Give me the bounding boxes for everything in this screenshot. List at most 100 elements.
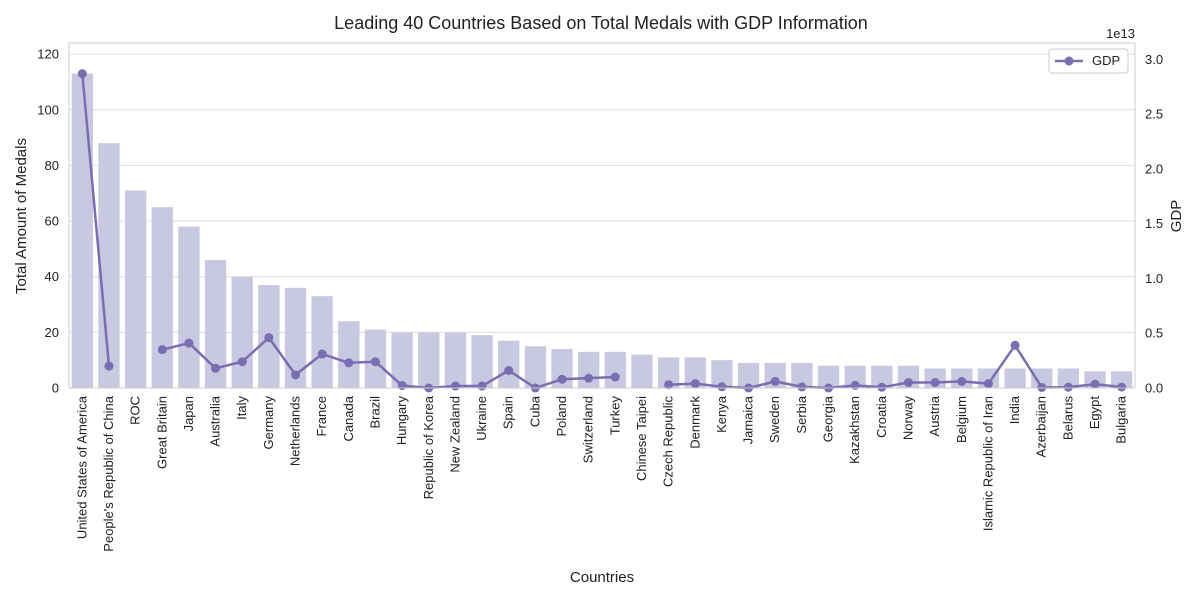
gdp-point <box>797 382 807 392</box>
legend-marker <box>1064 56 1074 66</box>
x-tick-label: Poland <box>554 396 569 436</box>
bar <box>311 296 333 388</box>
bar <box>817 365 840 388</box>
y-tick-label: 100 <box>37 102 59 117</box>
bar <box>524 346 547 388</box>
y2-tick-label: 2.0 <box>1145 161 1163 176</box>
legend: GDP <box>1048 48 1129 74</box>
x-tick-label: Czech Republic <box>661 396 676 488</box>
bar <box>284 287 307 388</box>
x-tick-label: Spain <box>501 396 516 429</box>
gdp-point <box>157 345 167 355</box>
bar <box>844 365 866 388</box>
bar <box>418 332 440 388</box>
gdp-point <box>610 372 620 382</box>
gdp-point <box>237 357 247 367</box>
gdp-point <box>370 357 380 367</box>
y2-tick-label: 1.5 <box>1145 216 1163 231</box>
bar <box>498 340 520 388</box>
x-tick-label: Hungary <box>394 396 409 446</box>
y-tick-label: 120 <box>37 47 59 62</box>
gdp-point <box>104 361 114 371</box>
gdp-point <box>317 349 327 359</box>
x-tick-label: New Zealand <box>447 396 462 473</box>
gdp-line-segment <box>668 344 1122 390</box>
bar <box>231 276 253 388</box>
gdp-point <box>477 381 487 391</box>
x-tick-label: Sweden <box>767 396 782 443</box>
x-tick-label: Denmark <box>687 396 702 449</box>
gdp-point <box>584 373 594 383</box>
gdp-line-segment <box>161 336 616 390</box>
gdp-point <box>184 338 194 348</box>
x-tick-label: Brazil <box>367 396 382 429</box>
y2-tick-label: 2.5 <box>1145 107 1163 122</box>
bar <box>471 335 493 388</box>
bar <box>1057 368 1080 388</box>
x-tick-label: Chinese Taipei <box>634 396 649 481</box>
gdp-point <box>1090 379 1100 389</box>
x-tick-label: Australia <box>208 395 223 446</box>
bar <box>1111 371 1133 388</box>
bar <box>1031 368 1053 388</box>
x-tick-label: Belarus <box>1060 396 1075 441</box>
bar <box>338 321 360 388</box>
x-tick-label: Canada <box>341 395 356 441</box>
x-axis-label: Countries <box>570 569 634 586</box>
bar <box>71 73 93 389</box>
y2-axis-label: GDP <box>1168 200 1185 233</box>
x-tick-label: Switzerland <box>581 396 596 463</box>
x-tick-label: Great Britain <box>154 396 169 469</box>
x-tick-label: Jamaica <box>741 395 756 444</box>
bar <box>1004 368 1026 388</box>
y-tick-label: 20 <box>45 325 59 340</box>
x-tick-label: France <box>314 396 329 436</box>
gdp-point <box>557 374 567 384</box>
axes-layer: 0 20 40 60 80 100 120 0.0 0.5 1.0 1.5 2.0 2.5 3.0 Unit… <box>37 42 1163 552</box>
grid-layer <box>69 53 1135 389</box>
x-tick-label: People's Republic of China <box>101 395 116 551</box>
gdp-point <box>930 378 940 388</box>
bar <box>631 354 653 388</box>
gdp-point <box>1037 382 1047 392</box>
chart-title: Leading 40 Countries Based on Total Meda… <box>334 13 868 33</box>
x-tick-label: Egypt <box>1087 396 1102 430</box>
bar <box>204 260 227 388</box>
gdp-point <box>850 380 860 390</box>
gdp-line-segment <box>81 73 111 367</box>
gdp-point <box>877 382 887 392</box>
bar <box>151 207 173 388</box>
x-tick-label: Japan <box>181 396 196 431</box>
gdp-point <box>903 378 913 388</box>
gdp-point <box>957 376 967 386</box>
y-tick-label: 60 <box>45 214 59 229</box>
bar <box>684 357 706 388</box>
y-tick-label: 40 <box>45 269 59 284</box>
x-tick-label: Islamic Republic of Iran <box>980 396 995 531</box>
y-tick-label: 80 <box>45 158 59 173</box>
bar <box>604 351 626 388</box>
bar <box>391 332 413 388</box>
bar <box>444 332 467 388</box>
bar <box>178 226 200 388</box>
gdp-point <box>291 370 301 380</box>
gdp-point <box>717 382 727 392</box>
legend-label-gdp: GDP <box>1092 53 1120 68</box>
bar <box>711 360 733 388</box>
x-tick-label: Austria <box>927 395 942 436</box>
x-tick-label: Kazakhstan <box>847 396 862 464</box>
gdp-point <box>1117 382 1127 392</box>
bar <box>737 362 760 388</box>
y-axis-label: Total Amount of Medals <box>13 138 30 294</box>
x-tick-label: Croatia <box>874 395 889 438</box>
x-tick-label: Norway <box>900 396 915 441</box>
gdp-point <box>504 365 514 375</box>
x-tick-label: Republic of Korea <box>421 395 436 499</box>
x-tick-label: Belgium <box>954 396 969 443</box>
x-tick-label: Turkey <box>607 396 622 436</box>
y2-offset-text: 1e13 <box>1106 26 1135 41</box>
gdp-point <box>983 379 993 389</box>
x-tick-label: Serbia <box>794 395 809 433</box>
